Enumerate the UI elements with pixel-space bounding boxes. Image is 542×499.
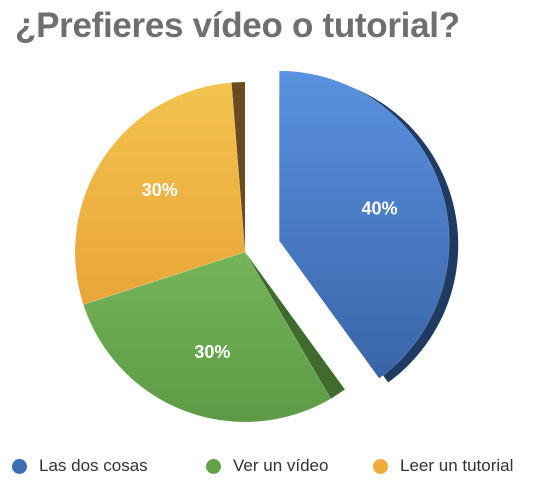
data-label-ver-un-video: 30% (194, 342, 230, 362)
data-label-las-dos-cosas: 40% (361, 198, 397, 218)
legend-label: Leer un tutorial (400, 456, 514, 475)
slice-wall-leer-un-tutorial (231, 82, 245, 252)
slice-ver-un-video (82, 251, 332, 423)
slice-leer-un-tutorial (74, 82, 246, 305)
slice-wall-ver-un-video (245, 252, 345, 399)
legend-swatch-orange (373, 458, 388, 474)
legend-label: Las dos cosas (39, 456, 148, 475)
legend-item-leer-un-tutorial: Leer un tutorial (373, 456, 513, 476)
legend-item-ver-un-video: Ver un vídeo (206, 456, 328, 476)
data-label-leer-un-tutorial: 30% (142, 180, 178, 200)
legend-label: Ver un vídeo (233, 456, 329, 475)
legend-swatch-green (206, 458, 221, 474)
chart-title: ¿Prefieres vídeo o tutorial? (15, 6, 460, 45)
chart-legend: Las dos cosas Ver un vídeo Leer un tutor… (0, 456, 542, 486)
legend-item-las-dos-cosas: Las dos cosas (12, 456, 148, 476)
slice-las-dos-cosas (278, 70, 450, 379)
legend-swatch-blue (12, 458, 27, 474)
